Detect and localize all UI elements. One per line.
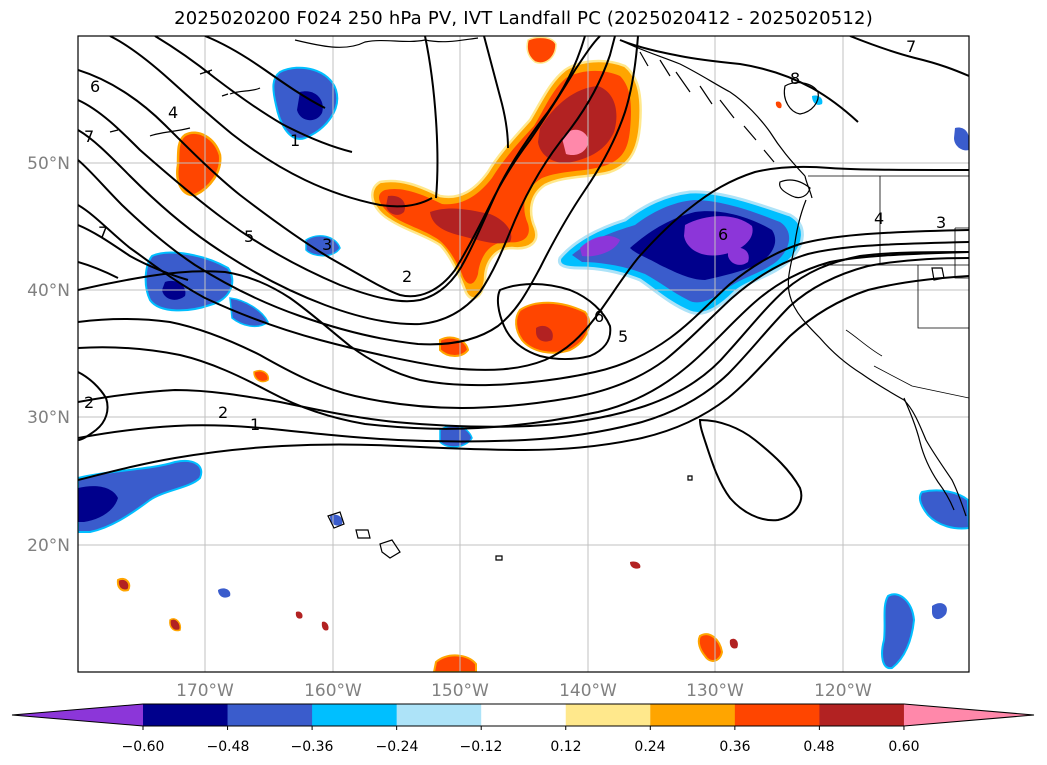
- svg-text:7: 7: [906, 37, 916, 56]
- contour-labels: 6 4 7 1 5 3 2 7 2 2 1 6 5 6 4 3 7 8: [84, 37, 946, 434]
- cb-tick-label: 0.12: [550, 739, 581, 755]
- colorbar-segment: [565, 704, 651, 726]
- lat-label-30n: 30°N: [27, 408, 70, 428]
- lon-label-150w: 150°W: [431, 681, 489, 701]
- cb-tick-label: 0.60: [888, 739, 919, 755]
- lon-label-120w: 120°W: [814, 681, 872, 701]
- cb-tick-label: −0.36: [291, 739, 334, 755]
- colorbar-segment: [734, 704, 820, 726]
- lon-label-170w: 170°W: [176, 681, 234, 701]
- colorbar-segment: [312, 704, 398, 726]
- svg-text:6: 6: [90, 77, 100, 96]
- cb-tick-label: −0.60: [122, 739, 165, 755]
- cb-tick-label: −0.48: [207, 739, 250, 755]
- cb-tick-label: 0.36: [719, 739, 750, 755]
- cb-tick-label: −0.24: [376, 739, 419, 755]
- svg-text:2: 2: [218, 403, 228, 422]
- colorbar-segment: [819, 704, 905, 726]
- cb-tick-label: −0.12: [460, 739, 503, 755]
- svg-text:5: 5: [618, 327, 628, 346]
- svg-text:7: 7: [98, 223, 108, 242]
- longitude-labels: 170°W 160°W 150°W 140°W 130°W 120°W: [176, 681, 872, 701]
- colorbar-segment: [481, 704, 567, 726]
- map-title: 2025020200 F024 250 hPa PV, IVT Landfall…: [174, 8, 873, 29]
- latitude-labels: 50°N 40°N 30°N 20°N: [27, 154, 70, 556]
- coastlines: [109, 37, 969, 561]
- svg-text:4: 4: [874, 209, 884, 228]
- svg-text:7: 7: [84, 127, 94, 146]
- colorbar-segment: [650, 704, 736, 726]
- svg-text:5: 5: [244, 227, 254, 246]
- pv-contours: [78, 36, 969, 522]
- svg-text:3: 3: [322, 235, 332, 254]
- svg-text:2: 2: [84, 393, 94, 412]
- colorbar-extend-right: [903, 704, 1034, 726]
- lon-label-140w: 140°W: [559, 681, 617, 701]
- svg-text:4: 4: [168, 103, 178, 122]
- svg-text:3: 3: [936, 213, 946, 232]
- svg-text:1: 1: [290, 131, 300, 150]
- svg-text:8: 8: [790, 69, 800, 88]
- colorbar: [11, 703, 1035, 730]
- colorbar-extend-left: [12, 704, 143, 726]
- lon-label-160w: 160°W: [304, 681, 362, 701]
- colorbar-segment: [143, 704, 229, 726]
- gridlines: [78, 36, 969, 672]
- map-frame: [77, 35, 970, 673]
- svg-text:6: 6: [718, 225, 728, 244]
- svg-text:1: 1: [250, 415, 260, 434]
- cb-tick-label: 0.24: [634, 739, 665, 755]
- svg-text:6: 6: [594, 307, 604, 326]
- lat-label-40n: 40°N: [27, 281, 70, 301]
- colorbar-segment: [396, 704, 482, 726]
- cb-tick-label: 0.48: [803, 739, 834, 755]
- lat-label-50n: 50°N: [27, 154, 70, 174]
- colorbar-tick-labels: −0.60 −0.48 −0.36 −0.24 −0.12 0.12 0.24 …: [122, 739, 920, 755]
- lat-label-20n: 20°N: [27, 536, 70, 556]
- colorbar-segment: [227, 704, 313, 726]
- lon-label-130w: 130°W: [686, 681, 744, 701]
- svg-text:2: 2: [402, 267, 412, 286]
